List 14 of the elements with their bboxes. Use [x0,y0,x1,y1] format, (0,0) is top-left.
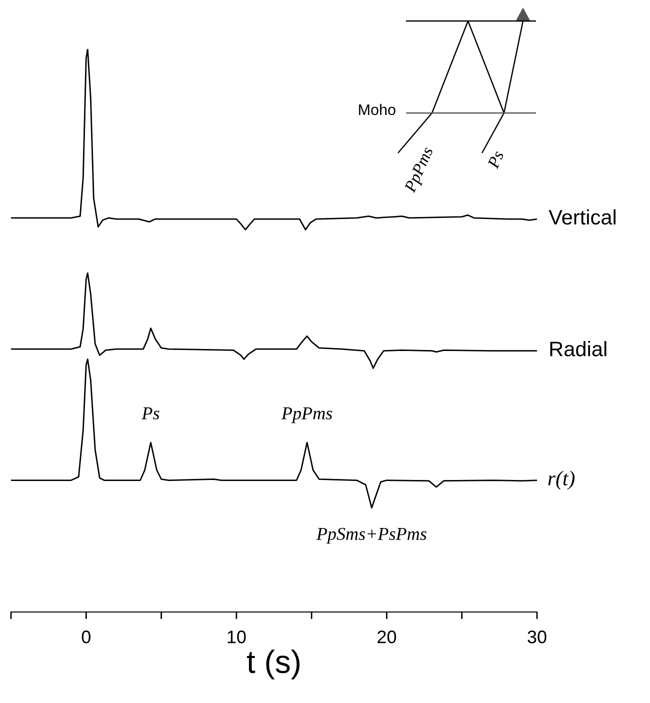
series-label: Vertical [548,209,616,225]
series-label: r(t) [548,470,575,490]
annotation: PpSms+PsPms [316,528,426,544]
annotation: PpPms [281,407,332,424]
annotation: PpPms [404,146,436,195]
x-tick-label: 10 [228,630,246,644]
annotation: Moho [359,104,396,116]
x-tick-label: 20 [378,630,396,644]
x-tick-label: 30 [528,630,546,644]
x-axis-title: t (s) [246,650,300,680]
series-label: Radial [550,341,606,356]
annotation: Ps [487,150,504,170]
annotation: Ps [142,407,160,420]
x-tick-label: 0 [82,630,90,644]
